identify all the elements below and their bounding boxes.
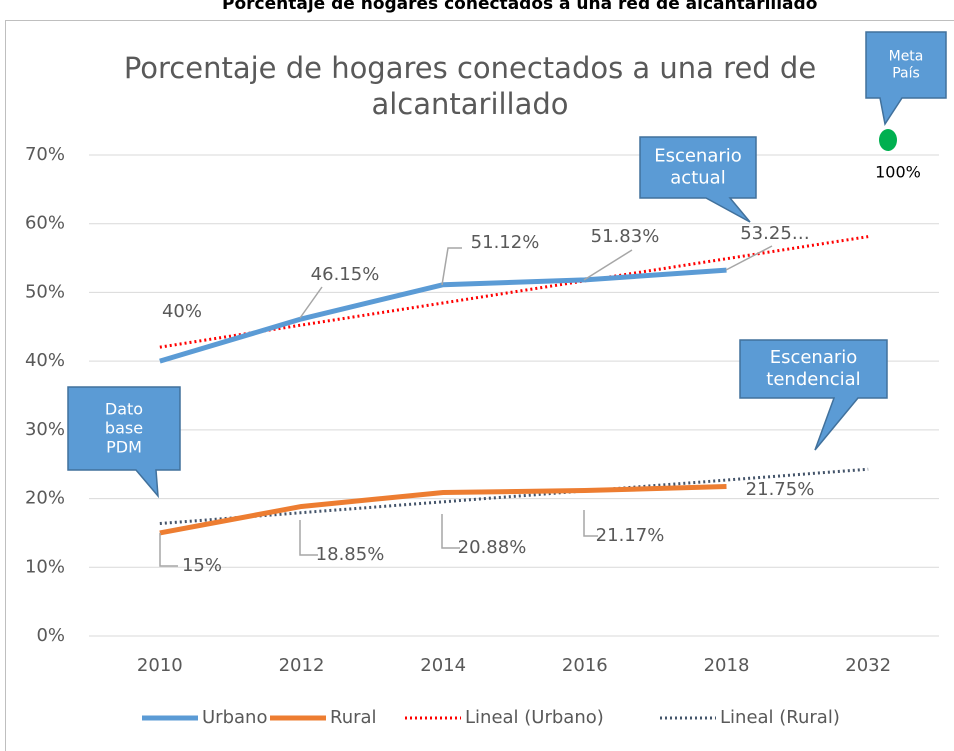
callout xyxy=(67,386,181,499)
y-tick-label: 50% xyxy=(25,281,65,302)
leader-line xyxy=(159,533,178,567)
data-label: 40% xyxy=(162,301,202,322)
legend-label: Rural xyxy=(330,707,377,728)
data-line xyxy=(159,267,727,364)
y-tick-label: 60% xyxy=(25,213,65,234)
leader-line xyxy=(441,247,462,286)
leader-line xyxy=(725,245,773,271)
legend-label: Lineal (Urbano) xyxy=(465,707,604,728)
data-label: 21.17% xyxy=(596,525,665,546)
data-label: 51.83% xyxy=(591,226,660,247)
x-tick-label: 2010 xyxy=(137,655,183,676)
y-tick-label: 30% xyxy=(25,419,65,440)
x-tick-label: 2032 xyxy=(845,655,891,676)
y-tick-label: 10% xyxy=(25,556,65,577)
data-label: 20.88% xyxy=(458,537,527,558)
page-header: Porcentaje de hogares conectados a una r… xyxy=(222,0,817,14)
y-tick-label: 20% xyxy=(25,488,65,509)
callout-text: Escenario tendencial xyxy=(766,347,860,390)
callout xyxy=(865,31,947,126)
callout-text: Dato base PDM xyxy=(105,399,143,456)
data-label: 53.25… xyxy=(740,223,810,244)
leader-line xyxy=(299,520,318,556)
leader-line xyxy=(583,249,633,281)
y-tick-label: 40% xyxy=(25,350,65,371)
data-label: 46.15% xyxy=(311,264,380,285)
callout xyxy=(739,339,888,451)
y-tick-label: 0% xyxy=(36,625,65,646)
data-line xyxy=(159,484,727,536)
data-label: 15% xyxy=(182,555,222,576)
trendline xyxy=(159,467,869,526)
x-tick-label: 2016 xyxy=(562,655,608,676)
x-tick-label: 2018 xyxy=(704,655,750,676)
data-label: 51.12% xyxy=(471,232,540,253)
data-label: 18.85% xyxy=(316,544,385,565)
callout xyxy=(639,136,757,223)
callout-text: Escenario actual xyxy=(654,146,742,189)
goal-label: 100% xyxy=(875,163,921,182)
y-tick-label: 70% xyxy=(25,144,65,165)
x-tick-label: 2012 xyxy=(279,655,325,676)
callout-text: Meta País xyxy=(889,49,924,82)
leader-line xyxy=(441,514,460,549)
x-tick-label: 2014 xyxy=(420,655,466,676)
leader-line xyxy=(583,510,598,537)
chart-title: Porcentaje de hogares conectados a una r… xyxy=(124,51,816,121)
data-label: 21.75% xyxy=(746,479,815,500)
goal-dot xyxy=(879,129,897,151)
legend-label: Urbano xyxy=(202,707,267,728)
legend-label: Lineal (Rural) xyxy=(720,707,840,728)
leader-line xyxy=(299,286,323,319)
